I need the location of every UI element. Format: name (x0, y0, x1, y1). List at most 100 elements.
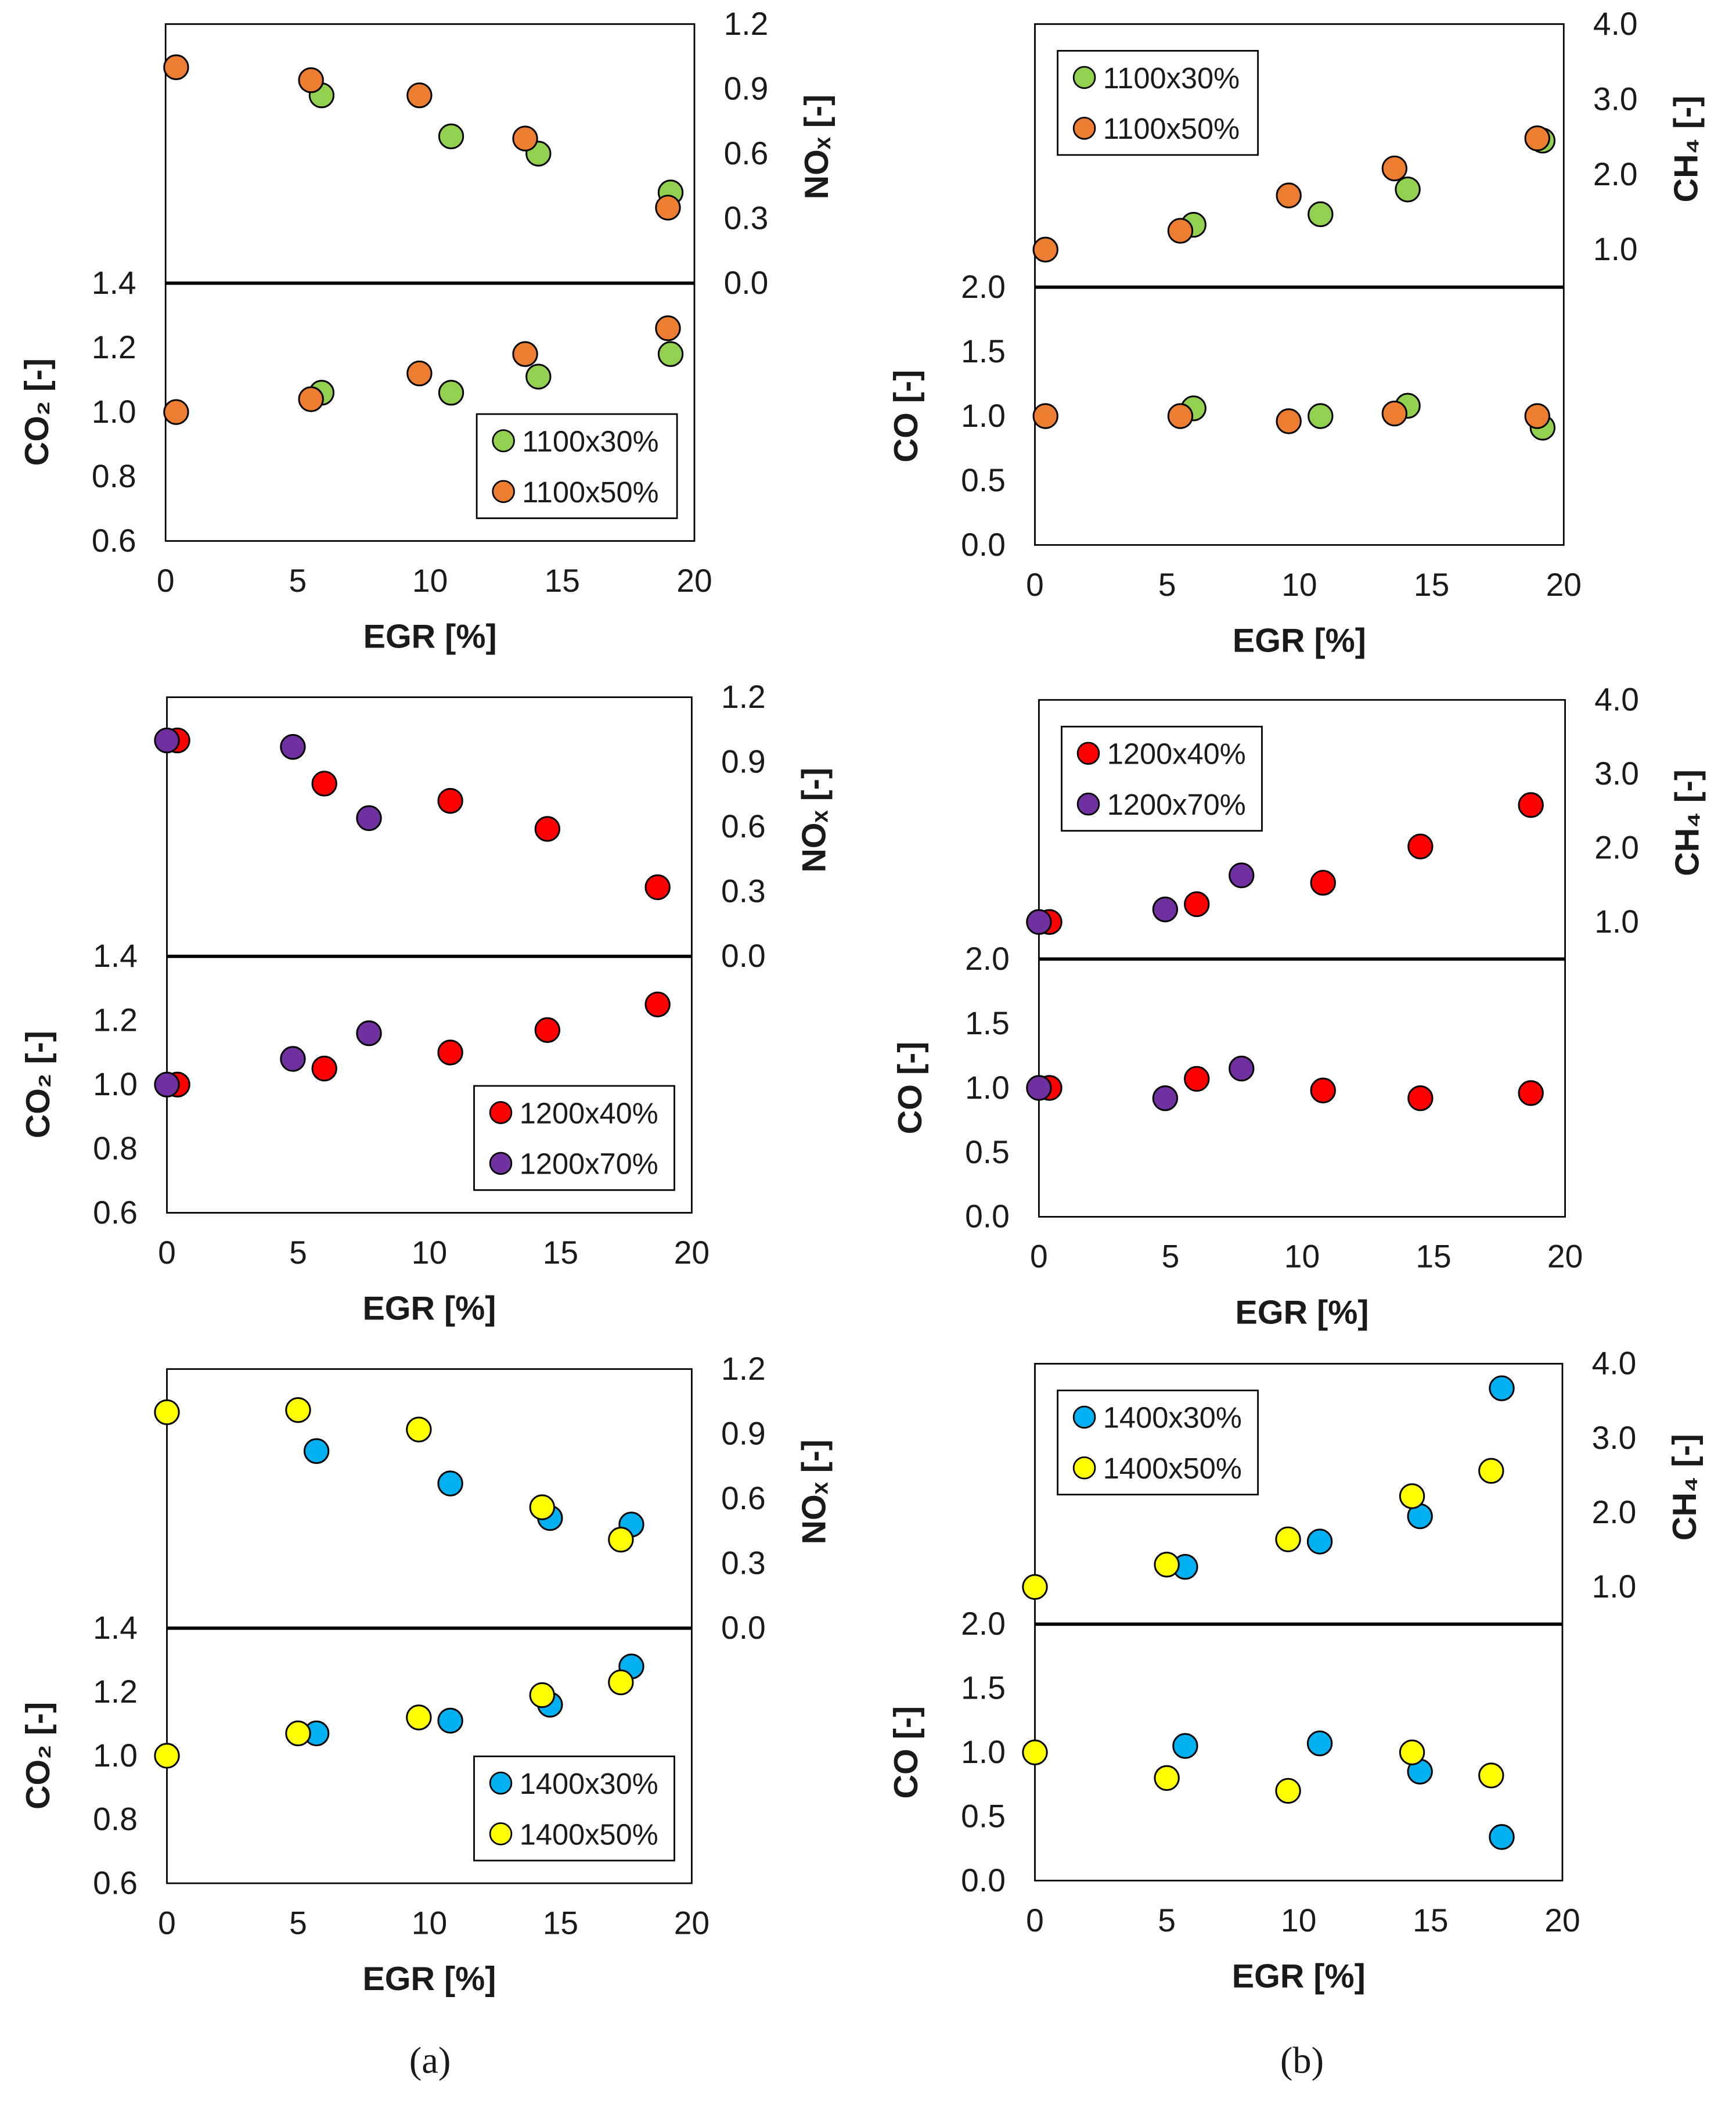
y-tick-label-left: 0.8 (92, 458, 136, 494)
y-tick-label-right: 1.2 (721, 679, 766, 715)
y-tick-label-left: 0.0 (965, 1199, 1010, 1235)
y-tick-label-left: 1.5 (961, 333, 1006, 369)
y-tick-label-left: 1.0 (92, 394, 136, 430)
y-tick-label-left: 0.5 (961, 1798, 1006, 1834)
x-tick-label: 20 (674, 1905, 709, 1941)
y-tick-label-right: 0.3 (721, 873, 766, 909)
legend-marker (489, 1822, 513, 1845)
point-lower-1400x50% (406, 1704, 432, 1731)
caption-a: (a) (409, 2040, 451, 2081)
y-tick-label-right: 4.0 (1593, 6, 1638, 42)
legend-marker (1076, 742, 1100, 765)
point-upper-1400x30% (1489, 1375, 1515, 1401)
y-axis-label-right: CH₄ [-] (1666, 1434, 1703, 1541)
point-lower-1100x50% (512, 341, 538, 367)
legend-label: 1400x30% (1103, 1401, 1242, 1434)
point-lower-1400x50% (285, 1720, 311, 1747)
y-tick-label-right: 3.0 (1593, 81, 1638, 117)
point-upper-1200x70% (1229, 862, 1255, 888)
x-tick-label: 20 (674, 1235, 709, 1271)
x-tick-label: 10 (412, 1905, 447, 1941)
point-lower-1400x50% (1154, 1765, 1180, 1791)
y-tick-label-right: 0.0 (721, 938, 766, 974)
point-lower-1100x50% (655, 315, 681, 341)
panel-a-top: 0 5 10 15 20 0.6 0.8 1.0 1.2 1.4 0.0 0.3 0.6 0.9 1.2 EG… (19, 6, 835, 656)
point-upper-1100x50% (163, 54, 189, 81)
point-lower-1200x70% (280, 1046, 306, 1072)
y-tick-label-left: 0.5 (965, 1134, 1010, 1170)
legend-marker (489, 1101, 513, 1124)
y-tick-label-left: 1.4 (93, 1610, 138, 1646)
legend-marker (1072, 1456, 1096, 1480)
y-axis-label-left: CO [-] (888, 370, 925, 463)
point-upper-1200x40% (1407, 833, 1434, 859)
point-upper-1400x50% (1154, 1552, 1180, 1578)
legend-label: 1200x70% (1107, 788, 1246, 821)
point-upper-1200x70% (356, 805, 382, 832)
y-tick-label-right: 0.0 (721, 1610, 766, 1646)
y-tick-label-left: 0.5 (961, 462, 1006, 498)
legend-label: 1100x50% (1103, 112, 1240, 145)
y-tick-label-left: 0.8 (93, 1130, 138, 1166)
point-upper-1400x50% (1275, 1526, 1301, 1552)
point-upper-1400x30% (437, 1470, 463, 1496)
point-upper-1100x50% (512, 125, 538, 152)
point-upper-1100x50% (298, 67, 324, 93)
plot-area (1034, 1362, 1564, 1881)
point-lower-1400x50% (1399, 1739, 1425, 1765)
legend: 1200x40% 1200x70% (473, 1085, 675, 1191)
y-tick-label-left: 2.0 (961, 1606, 1006, 1642)
legend: 1200x40% 1200x70% (1061, 725, 1263, 832)
legend: 1100x30% 1100x50% (1057, 50, 1259, 156)
legend-marker (489, 1152, 513, 1175)
point-lower-1200x40% (534, 1017, 561, 1044)
x-tick-label: 20 (1546, 567, 1582, 603)
y-tick-label-left: 1.4 (92, 265, 136, 301)
legend-box (473, 1085, 675, 1191)
point-lower-1400x50% (154, 1743, 180, 1769)
point-upper-1100x50% (1032, 236, 1058, 263)
point-upper-1400x50% (154, 1399, 180, 1426)
point-upper-1400x50% (529, 1494, 555, 1520)
legend-box (476, 413, 678, 519)
y-tick-label-right: 0.9 (721, 1416, 766, 1452)
x-tick-label: 20 (1547, 1239, 1583, 1275)
point-lower-1100x50% (1167, 403, 1194, 429)
point-upper-1200x40% (437, 787, 463, 814)
y-tick-label-left: 0.6 (93, 1195, 138, 1231)
point-lower-1400x30% (1489, 1824, 1515, 1850)
legend-label: 1100x50% (522, 476, 658, 509)
x-tick-label: 5 (1158, 567, 1176, 603)
x-tick-label: 5 (289, 1905, 307, 1941)
y-axis-label-right: CH₄ [-] (1669, 769, 1706, 876)
point-upper-1100x50% (1276, 182, 1302, 208)
legend-label: 1400x30% (520, 1767, 658, 1800)
legend: 1100x30% 1100x50% (476, 413, 678, 519)
point-upper-1100x50% (1381, 155, 1408, 182)
point-upper-1100x50% (1167, 218, 1194, 244)
point-lower-1100x50% (298, 386, 324, 412)
y-tick-label-right: 0.6 (721, 808, 766, 844)
point-lower-1100x50% (1381, 400, 1408, 427)
legend-label: 1200x70% (520, 1147, 658, 1181)
point-upper-1100x50% (655, 195, 681, 221)
point-lower-1200x40% (1310, 1077, 1336, 1104)
y-axis-label-left: CO₂ [-] (20, 1031, 57, 1138)
point-lower-1100x30% (1308, 403, 1334, 429)
panel-b-top: 0 5 10 15 20 0.0 0.5 1.0 1.5 2.0 1.0 2.0 3.0 4.0 EGR [… (888, 6, 1705, 660)
x-tick-label: 15 (1413, 1902, 1448, 1938)
point-lower-1200x70% (1026, 1075, 1052, 1101)
legend-label: 1100x30% (522, 424, 658, 458)
point-lower-1100x30% (657, 341, 684, 367)
x-tick-label: 0 (157, 563, 175, 599)
point-lower-1400x50% (529, 1682, 555, 1708)
legend: 1400x30% 1400x50% (473, 1755, 675, 1862)
y-tick-label-left: 1.5 (965, 1005, 1010, 1041)
legend-marker (492, 429, 515, 452)
panel-b-mid: 0 5 10 15 20 0.0 0.5 1.0 1.5 2.0 1.0 2.0 3.0 4.0 EGR [… (892, 682, 1706, 1332)
x-tick-label: 0 (158, 1235, 176, 1271)
x-tick-label: 15 (1416, 1239, 1451, 1275)
x-tick-label: 5 (1162, 1239, 1180, 1275)
x-tick-label: 0 (1026, 1902, 1044, 1938)
